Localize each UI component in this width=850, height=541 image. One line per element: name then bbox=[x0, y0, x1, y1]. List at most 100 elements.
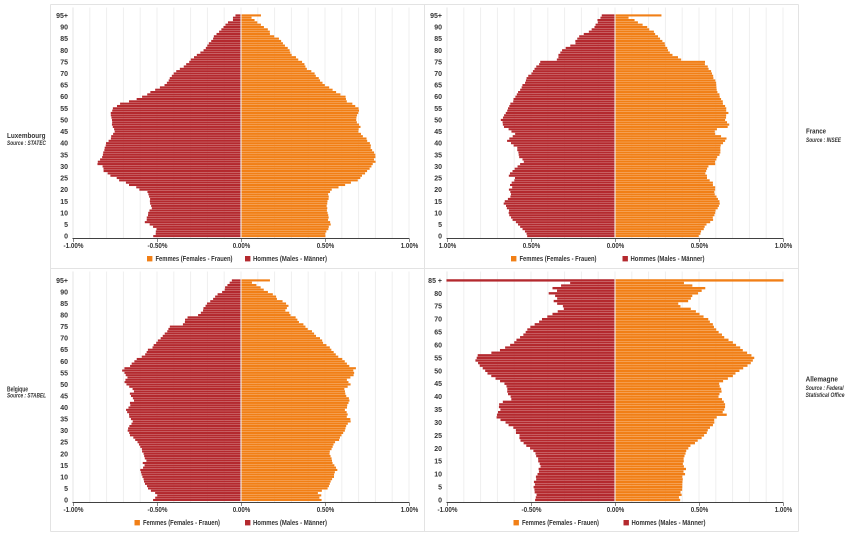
svg-text:35: 35 bbox=[434, 152, 442, 159]
svg-text:0.50%: 0.50% bbox=[317, 507, 335, 514]
svg-text:75: 75 bbox=[60, 324, 68, 331]
svg-text:55: 55 bbox=[434, 355, 442, 362]
svg-text:35: 35 bbox=[60, 152, 68, 159]
svg-text:70: 70 bbox=[434, 71, 442, 78]
svg-text:1.00%: 1.00% bbox=[401, 507, 419, 514]
svg-text:75: 75 bbox=[434, 304, 442, 311]
svg-text:-1.00%: -1.00% bbox=[438, 507, 459, 514]
svg-text:95+: 95+ bbox=[56, 13, 68, 20]
svg-text:25: 25 bbox=[434, 433, 442, 440]
svg-text:Belgique: Belgique bbox=[7, 386, 28, 393]
svg-text:1.00%: 1.00% bbox=[401, 243, 419, 250]
svg-text:0: 0 bbox=[64, 498, 68, 505]
svg-text:45: 45 bbox=[434, 129, 442, 136]
svg-text:45: 45 bbox=[60, 129, 68, 136]
svg-text:Hommes (Males - Männer): Hommes (Males - Männer) bbox=[631, 256, 705, 263]
svg-text:0.50%: 0.50% bbox=[691, 507, 709, 514]
svg-text:60: 60 bbox=[60, 359, 68, 366]
svg-text:25: 25 bbox=[60, 440, 68, 447]
svg-text:20: 20 bbox=[60, 451, 68, 458]
svg-text:1.00%: 1.00% bbox=[775, 507, 793, 514]
svg-text:0: 0 bbox=[64, 234, 68, 241]
svg-text:Femmes (Females - Frauen): Femmes (Females - Frauen) bbox=[156, 256, 233, 263]
svg-text:35: 35 bbox=[434, 407, 442, 414]
svg-text:55: 55 bbox=[60, 370, 68, 377]
svg-text:10: 10 bbox=[434, 210, 442, 217]
svg-text:France: France bbox=[806, 129, 826, 136]
svg-text:70: 70 bbox=[434, 317, 442, 324]
svg-text:Femmes (Females - Frauen): Femmes (Females - Frauen) bbox=[143, 520, 220, 527]
svg-text:5: 5 bbox=[438, 222, 442, 229]
svg-text:85: 85 bbox=[60, 36, 68, 43]
svg-text:15: 15 bbox=[434, 459, 442, 466]
svg-text:20: 20 bbox=[60, 187, 68, 194]
svg-text:Source : STATEC: Source : STATEC bbox=[7, 141, 47, 147]
svg-text:65: 65 bbox=[434, 83, 442, 90]
svg-text:0.00%: 0.00% bbox=[233, 243, 251, 250]
svg-text:30: 30 bbox=[434, 420, 442, 427]
svg-text:50: 50 bbox=[434, 368, 442, 375]
svg-text:5: 5 bbox=[438, 485, 442, 492]
svg-text:15: 15 bbox=[60, 463, 68, 470]
svg-text:60: 60 bbox=[434, 94, 442, 101]
svg-text:0.50%: 0.50% bbox=[317, 243, 335, 250]
svg-text:Statistical Office: Statistical Office bbox=[806, 393, 845, 399]
svg-text:Hommes (Males - Männer): Hommes (Males - Männer) bbox=[632, 520, 706, 527]
svg-text:80: 80 bbox=[434, 48, 442, 55]
svg-text:35: 35 bbox=[60, 417, 68, 424]
svg-text:Femmes (Females - Frauen): Femmes (Females - Frauen) bbox=[520, 256, 597, 263]
svg-text:15: 15 bbox=[60, 199, 68, 206]
svg-text:45: 45 bbox=[434, 381, 442, 388]
svg-text:85: 85 bbox=[60, 301, 68, 308]
svg-text:Allemagne: Allemagne bbox=[806, 377, 838, 384]
svg-text:40: 40 bbox=[434, 141, 442, 148]
svg-text:20: 20 bbox=[434, 446, 442, 453]
svg-text:30: 30 bbox=[60, 428, 68, 435]
svg-text:25: 25 bbox=[434, 176, 442, 183]
svg-text:95+: 95+ bbox=[430, 13, 442, 20]
svg-text:-0.50%: -0.50% bbox=[148, 507, 169, 514]
svg-text:0.00%: 0.00% bbox=[607, 507, 625, 514]
svg-text:1.00%: 1.00% bbox=[439, 243, 457, 250]
svg-text:80: 80 bbox=[434, 291, 442, 298]
svg-text:65: 65 bbox=[60, 347, 68, 354]
svg-text:40: 40 bbox=[434, 394, 442, 401]
svg-text:80: 80 bbox=[60, 313, 68, 320]
svg-text:30: 30 bbox=[60, 164, 68, 171]
svg-text:25: 25 bbox=[60, 176, 68, 183]
svg-text:-1.00%: -1.00% bbox=[64, 243, 85, 250]
svg-text:55: 55 bbox=[434, 106, 442, 113]
svg-text:5: 5 bbox=[64, 222, 68, 229]
svg-text:Source : Federal: Source : Federal bbox=[806, 386, 844, 392]
svg-text:10: 10 bbox=[60, 474, 68, 481]
svg-text:95+: 95+ bbox=[56, 278, 68, 285]
svg-text:60: 60 bbox=[434, 342, 442, 349]
svg-text:10: 10 bbox=[60, 210, 68, 217]
svg-text:90: 90 bbox=[60, 289, 68, 296]
svg-text:50: 50 bbox=[60, 382, 68, 389]
svg-text:10: 10 bbox=[434, 472, 442, 479]
svg-text:0: 0 bbox=[438, 234, 442, 241]
svg-text:Femmes (Females - Frauen): Femmes (Females - Frauen) bbox=[522, 520, 599, 527]
svg-text:0.50%: 0.50% bbox=[691, 243, 709, 250]
svg-text:75: 75 bbox=[60, 59, 68, 66]
svg-text:Hommes (Males - Männer): Hommes (Males - Männer) bbox=[253, 256, 327, 263]
svg-text:30: 30 bbox=[434, 164, 442, 171]
svg-text:85 +: 85 + bbox=[428, 278, 442, 285]
svg-text:75: 75 bbox=[434, 59, 442, 66]
svg-text:1.00%: 1.00% bbox=[775, 243, 793, 250]
svg-text:65: 65 bbox=[434, 330, 442, 337]
svg-text:85: 85 bbox=[434, 36, 442, 43]
svg-text:90: 90 bbox=[60, 25, 68, 32]
svg-text:65: 65 bbox=[60, 83, 68, 90]
svg-text:90: 90 bbox=[434, 25, 442, 32]
svg-text:50: 50 bbox=[434, 117, 442, 124]
svg-text:Source : STABEL: Source : STABEL bbox=[7, 394, 46, 400]
svg-text:5: 5 bbox=[64, 486, 68, 493]
svg-text:80: 80 bbox=[60, 48, 68, 55]
svg-text:0.00%: 0.00% bbox=[233, 507, 251, 514]
svg-text:70: 70 bbox=[60, 71, 68, 78]
svg-text:Luxembourg: Luxembourg bbox=[7, 133, 46, 140]
svg-text:20: 20 bbox=[434, 187, 442, 194]
svg-text:-0.50%: -0.50% bbox=[522, 507, 543, 514]
